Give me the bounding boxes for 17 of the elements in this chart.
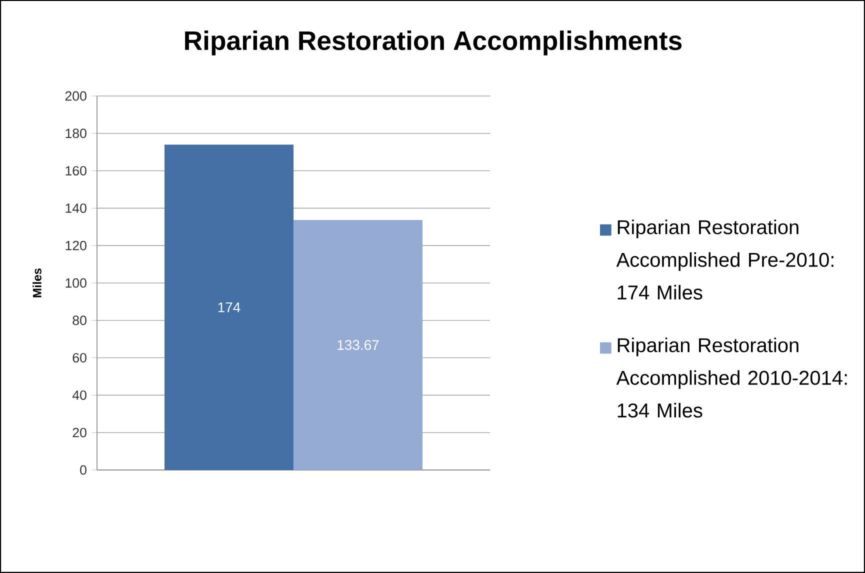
data-label: 133.67 [338, 340, 379, 350]
y-tick-label: 100 [66, 278, 86, 288]
data-label: 174 [218, 302, 240, 312]
y-tick-label: 20 [72, 428, 86, 438]
y-tick-label: 200 [65, 91, 86, 101]
y-tick-label: 80 [72, 316, 86, 326]
y-tick-label: 140 [66, 203, 86, 213]
chart-title: Riparian Restoration Accomplishments [185, 30, 682, 56]
y-tick-label: 40 [72, 390, 86, 400]
y-tick-label: 160 [66, 166, 86, 176]
legend-label: Riparian Restoration Accomplished Pre-2010: 174 Miles [616, 220, 834, 300]
legend-label: Riparian Restoration Accomplished 2010-2014: 134 Miles [616, 338, 847, 418]
y-axis-title: Miles [32, 268, 42, 298]
y-tick-label: 180 [66, 128, 86, 138]
y-tick-label: 60 [72, 353, 86, 362]
y-tick-label: 0 [80, 465, 86, 475]
y-tick-label: 120 [66, 240, 86, 250]
